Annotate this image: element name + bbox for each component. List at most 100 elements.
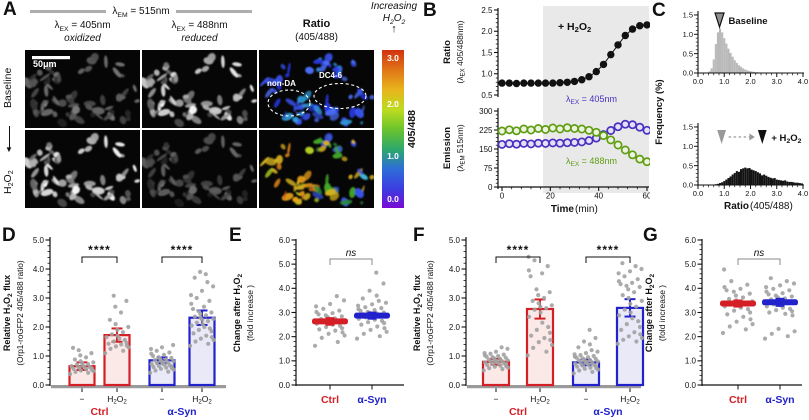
svg-text:****: **** [507,243,530,257]
svg-text:Frequency (%): Frequency (%) [654,79,665,144]
column-header-488: λEX = 488nm reduced [142,20,257,45]
emission-header-line-right [175,10,252,13]
svg-text:−: − [80,394,85,404]
svg-text:2.0: 2.0 [279,332,291,341]
svg-text:4.0: 4.0 [279,284,291,293]
svg-text:H2O2: H2O2 [192,394,212,406]
svg-text:λEX = 488nm: λEX = 488nm [566,156,617,168]
colorbar-tick-2: 2.0 [387,99,399,109]
emission-wavelength-text: λEM = 515nm [112,6,170,19]
svg-text:ns: ns [754,248,765,259]
column-header-405: λEX = 405nm oxidized [25,20,140,45]
h2o2-shade [543,6,649,193]
emission-header-line-left [30,10,107,13]
svg-text:+ H2O2: + H2O2 [771,133,801,145]
panel-b-chart: 0.5 1.0 1.5 2.0 2.5 + H2O2 Ratio(λEX 405/488nm… [442,6,650,215]
svg-text:3.0: 3.0 [449,294,461,303]
svg-text:(fold increase ): (fold increase ) [245,285,255,341]
svg-text:50μm: 50μm [33,59,57,69]
panel-d-label: D [2,225,16,246]
emission-header: λEM = 515nm [30,6,252,19]
baseline-marker [714,12,725,29]
svg-text:Ratio: Ratio [442,40,453,64]
micro-image-h2o2-488 [142,130,257,208]
colorbar-tick-1: 1.0 [387,151,399,161]
svg-text:3.0: 3.0 [33,294,45,303]
column-ratio-subtitle: (405/488) [295,31,338,43]
panel-g-chart: 0.0 1.0 2.0 3.0 4.0 5.0 6.0 Ctrl α-Syn ns Change a… [644,236,802,406]
svg-text:1.5: 1.5 [683,123,693,132]
svg-text:0.5: 0.5 [481,91,493,100]
svg-text:Ctrl: Ctrl [321,394,339,406]
svg-text:1.5: 1.5 [481,48,493,57]
svg-text:4.0: 4.0 [33,265,45,274]
svg-text:0.0: 0.0 [683,69,693,78]
svg-text:Relative H2O2 flux: Relative H2O2 flux [412,275,424,351]
svg-text:0: 0 [488,183,493,192]
svg-text:1.0: 1.0 [719,77,729,86]
svg-text:5.0: 5.0 [449,236,461,245]
mean-bar [720,300,756,307]
svg-text:1.0: 1.0 [279,357,291,366]
svg-text:0: 0 [500,192,505,201]
svg-text:(Orp1-roGFP2 405/488 ratio): (Orp1-roGFP2 405/488 ratio) [426,260,435,365]
svg-text:2.0: 2.0 [449,323,461,332]
column-488-subtitle: reduced [181,32,218,44]
panel-g-label: G [643,225,658,246]
svg-text:Ctrl: Ctrl [509,406,527,418]
svg-text:Change after H2O2: Change after H2O2 [232,273,244,352]
svg-text:1.0: 1.0 [683,142,693,151]
svg-text:2.0: 2.0 [685,332,697,341]
svg-text:α-Syn: α-Syn [357,394,386,406]
micro-image-h2o2-405 [25,130,140,208]
colorbar-tick-3: 3.0 [387,53,399,63]
svg-text:ns: ns [346,248,357,259]
micro-image-baseline-488 [142,50,257,128]
shift-arrow-head [749,133,755,141]
region-dc4-6 [313,82,367,110]
svg-text:0.0: 0.0 [449,381,461,390]
cell-blobs [259,133,374,207]
svg-text:Time: Time [551,204,575,215]
svg-text:5.0: 5.0 [279,260,291,269]
svg-text:0.0: 0.0 [693,77,703,86]
svg-text:5.0: 5.0 [685,260,697,269]
colorbar-tick-0: 0.0 [387,194,399,204]
svg-text:(λEX 405/488nm): (λEX 405/488nm) [455,20,467,83]
svg-text:H2O2: H2O2 [530,394,550,406]
column-405-title: λEX = 405nm [54,20,111,33]
svg-text:3.0: 3.0 [772,189,782,198]
mean-bar [312,318,348,325]
h2o2-marker [757,130,767,144]
svg-text:6.0: 6.0 [279,236,291,245]
svg-text:3.0: 3.0 [772,77,782,86]
svg-text:2.0: 2.0 [481,27,493,36]
svg-text:α-Syn: α-Syn [167,406,196,418]
bar [525,307,555,387]
svg-text:0.0: 0.0 [683,181,693,190]
svg-text:0.5: 0.5 [683,49,693,58]
increasing-h2o2: H2O2 [382,13,406,26]
cell-blobs [25,133,140,208]
svg-text:H2O2: H2O2 [107,394,127,406]
row-label-baseline: Baseline [2,67,14,109]
svg-text:4.0: 4.0 [798,77,808,86]
svg-text:non-DA: non-DA [267,79,296,88]
increasing-word: Increasing [370,1,418,12]
svg-text:0.0: 0.0 [693,189,703,198]
column-405-subtitle: oxidized [64,32,101,44]
svg-text:4.0: 4.0 [685,284,697,293]
svg-text:3.0: 3.0 [279,308,291,317]
svg-text:1.0: 1.0 [481,70,493,79]
svg-text:Change after H2O2: Change after H2O2 [644,273,656,352]
svg-text:+ H2O2: + H2O2 [558,21,591,34]
micro-image-baseline-405: 50μm [25,50,140,128]
svg-text:6.0: 6.0 [685,236,697,245]
svg-text:0.0: 0.0 [279,381,291,390]
row-label-h2o2: H2O2 [2,170,16,194]
svg-text:H2O2: H2O2 [620,394,640,406]
svg-text:1.0: 1.0 [683,30,693,39]
baseline-ghost-marker [717,130,727,144]
svg-text:150: 150 [479,145,493,154]
